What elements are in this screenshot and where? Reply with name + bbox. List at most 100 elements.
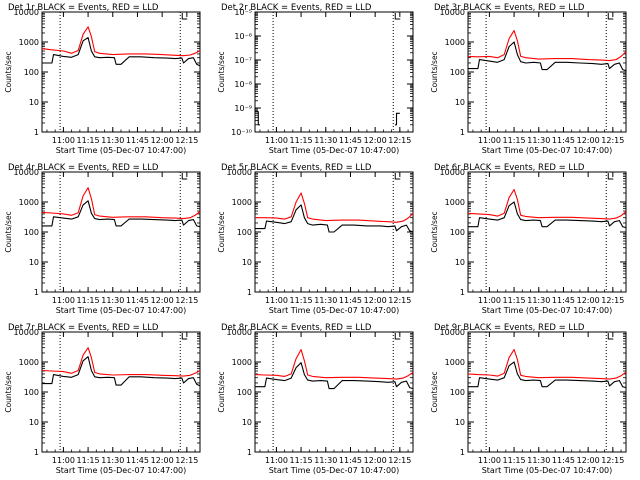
x-tick-label: 11:15	[503, 456, 526, 465]
x-axis-label: Start Time (05-Dec-07 10:47:00)	[482, 466, 613, 475]
y-tick-label: 1000	[232, 358, 252, 367]
marker-bracket	[607, 13, 614, 20]
x-axis-label: Start Time (05-Dec-07 10:47:00)	[56, 466, 187, 475]
plot-title: Det 2r BLACK = Events, RED = LLD	[221, 3, 372, 13]
series-line-lld	[467, 349, 627, 380]
detector-plot-1: Det 1r BLACK = Events, RED = LLD 1 10 100 10…	[4, 3, 201, 155]
x-tick-label: 11:45	[552, 136, 575, 145]
series-line-lld	[41, 347, 201, 377]
series-line-events	[468, 201, 627, 229]
y-tick-label: 1000	[19, 198, 39, 207]
y-tick-label: 100	[450, 68, 465, 77]
x-tick-label: 11:45	[552, 296, 575, 305]
y-tick-label: 10⁻¹⁰	[231, 128, 252, 137]
plot-frame	[467, 171, 627, 293]
x-tick-label: 11:15	[503, 136, 526, 145]
x-tick-label: 12:00	[151, 456, 174, 465]
y-tick-label: 10000	[440, 328, 465, 337]
x-tick-label: 11:15	[503, 296, 526, 305]
x-tick-label: 12:00	[364, 296, 387, 305]
x-tick-label: 11:30	[314, 136, 337, 145]
series-line-events	[42, 356, 201, 387]
x-tick-label: 11:00	[478, 456, 501, 465]
detector-plot-4: Det 4r BLACK = Events, RED = LLD 1 10 100 10…	[4, 163, 201, 315]
x-axis-label: Start Time (05-Dec-07 10:47:00)	[482, 146, 613, 155]
y-tick-label: 10⁻⁹	[234, 104, 252, 113]
plot-title: Det 1r BLACK = Events, RED = LLD	[8, 3, 159, 13]
series-line-events	[255, 204, 414, 233]
marker-bracket	[607, 333, 614, 340]
x-tick-label: 11:45	[339, 296, 362, 305]
x-tick-label: 12:15	[601, 296, 624, 305]
x-tick-label: 12:00	[577, 296, 600, 305]
y-tick-label: 10000	[440, 8, 465, 17]
y-tick-label: 1	[34, 448, 39, 457]
y-axis-label: Counts/sec	[4, 211, 13, 252]
y-tick-label: 1	[247, 288, 252, 297]
plot-frame	[41, 331, 201, 453]
y-tick-label: 1000	[19, 38, 39, 47]
x-axis-label: Start Time (05-Dec-07 10:47:00)	[56, 306, 187, 315]
y-tick-label: 1000	[445, 38, 465, 47]
marker-bracket	[394, 333, 401, 340]
y-tick-label: 10	[29, 418, 39, 427]
series-line-lld	[41, 187, 201, 220]
x-tick-label: 12:15	[388, 296, 411, 305]
x-tick-label: 11:45	[126, 296, 149, 305]
x-tick-label: 11:00	[265, 296, 288, 305]
marker-bracket	[181, 173, 188, 180]
x-tick-label: 11:15	[77, 296, 100, 305]
x-tick-label: 11:30	[101, 456, 124, 465]
y-tick-label: 100	[450, 388, 465, 397]
x-tick-label: 11:15	[77, 456, 100, 465]
x-tick-label: 11:00	[265, 136, 288, 145]
y-tick-label: 100	[24, 228, 39, 237]
plot-frame	[41, 171, 201, 293]
y-axis-label: Counts/sec	[4, 371, 13, 412]
series-line-events	[255, 111, 260, 126]
x-tick-label: 11:30	[527, 136, 550, 145]
y-tick-label: 1	[247, 448, 252, 457]
y-tick-label: 10	[242, 418, 252, 427]
x-axis-label: Start Time (05-Dec-07 10:47:00)	[269, 146, 400, 155]
detector-plot-3: Det 3r BLACK = Events, RED = LLD 1 10 100 10…	[430, 3, 627, 155]
series-line-events	[255, 362, 414, 390]
plot-frame	[467, 11, 627, 133]
series-line-lld	[255, 192, 414, 223]
series-line-lld	[41, 26, 201, 57]
y-tick-label: 100	[24, 388, 39, 397]
plot-title: Det 9r BLACK = Events, RED = LLD	[434, 323, 585, 333]
y-axis-label: Counts/sec	[217, 371, 226, 412]
plot-frame	[467, 331, 627, 453]
marker-bracket	[181, 13, 188, 20]
x-axis-label: Start Time (05-Dec-07 10:47:00)	[56, 146, 187, 155]
y-tick-label: 10	[29, 258, 39, 267]
y-tick-label: 1000	[445, 198, 465, 207]
series-line-lld	[467, 30, 627, 62]
y-tick-label: 10⁻⁸	[234, 80, 252, 89]
y-tick-label: 100	[24, 68, 39, 77]
x-tick-label: 12:15	[175, 456, 198, 465]
marker-bracket	[181, 333, 188, 340]
y-axis-label: Counts/sec	[430, 51, 439, 92]
x-tick-label: 11:00	[478, 296, 501, 305]
x-tick-label: 12:00	[577, 136, 600, 145]
x-tick-label: 11:30	[101, 296, 124, 305]
detector-plot-6: Det 6r BLACK = Events, RED = LLD 1 10 100 10…	[430, 163, 627, 315]
x-tick-label: 11:00	[52, 456, 75, 465]
series-line-events	[42, 37, 201, 67]
x-tick-label: 12:00	[151, 296, 174, 305]
x-tick-label: 11:00	[52, 136, 75, 145]
y-tick-label: 1000	[445, 358, 465, 367]
marker-bracket	[394, 173, 401, 180]
y-tick-label: 10000	[227, 168, 252, 177]
y-tick-label: 10⁻⁶	[234, 32, 252, 41]
y-axis-label: Counts/sec	[430, 211, 439, 252]
x-axis-label: Start Time (05-Dec-07 10:47:00)	[482, 306, 613, 315]
plot-title: Det 6r BLACK = Events, RED = LLD	[434, 163, 585, 173]
plot-frame	[254, 331, 414, 453]
y-tick-label: 100	[237, 388, 252, 397]
x-axis-label: Start Time (05-Dec-07 10:47:00)	[269, 306, 400, 315]
marker-bracket	[394, 13, 401, 20]
y-tick-label: 1	[460, 288, 465, 297]
